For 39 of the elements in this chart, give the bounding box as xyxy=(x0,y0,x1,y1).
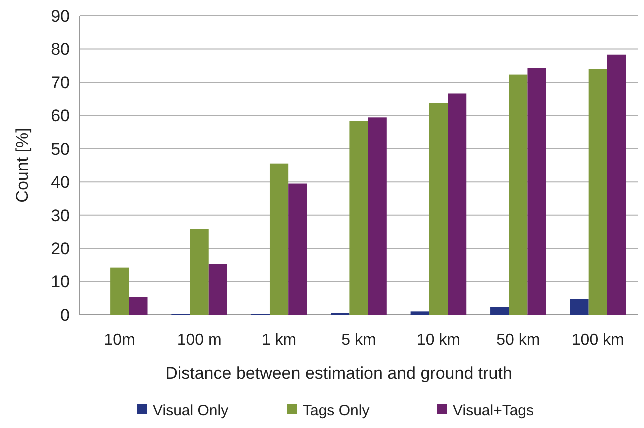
bar xyxy=(129,297,148,315)
y-tick-label: 70 xyxy=(51,73,70,92)
y-tick-label: 60 xyxy=(51,106,70,126)
bar xyxy=(429,103,448,315)
bar xyxy=(350,121,368,315)
x-tick-label: 5 km xyxy=(342,332,376,349)
x-axis-title: Distance between estimation and ground truth xyxy=(166,364,512,383)
bar xyxy=(270,164,289,315)
legend-label: Tags Only xyxy=(303,402,370,420)
x-tick-label: 100 km xyxy=(572,332,624,349)
bar xyxy=(288,184,308,315)
bar xyxy=(410,312,430,315)
legend-label: Visual Only xyxy=(153,402,230,420)
bar xyxy=(110,268,130,315)
y-tick-label: 0 xyxy=(60,306,70,325)
bar xyxy=(490,307,510,315)
y-tick-label: 20 xyxy=(51,240,70,259)
x-tick-label: 10 km xyxy=(416,332,461,349)
x-tick-label: 10m xyxy=(104,332,136,349)
bar xyxy=(570,299,589,315)
y-tick-label: 40 xyxy=(51,173,70,192)
bar xyxy=(190,229,209,315)
y-tick-label: 10 xyxy=(51,272,70,292)
y-tick-label: 80 xyxy=(51,40,70,60)
y-tick-label: 90 xyxy=(51,6,70,26)
bar xyxy=(208,264,228,315)
x-tick-label: 1 km xyxy=(262,332,297,349)
bar xyxy=(588,69,608,315)
bar xyxy=(607,54,626,315)
legend-label: Visual+Tags xyxy=(453,402,534,420)
y-axis-title: Count [%] xyxy=(13,128,32,203)
bar xyxy=(368,118,387,315)
bar xyxy=(528,68,546,315)
bar xyxy=(448,94,467,315)
y-tick-label: 30 xyxy=(51,206,70,226)
x-tick-label: 50 km xyxy=(496,332,540,349)
y-tick-label: 50 xyxy=(51,140,70,159)
x-tick-label: 100 m xyxy=(177,332,222,349)
bar xyxy=(509,74,528,315)
